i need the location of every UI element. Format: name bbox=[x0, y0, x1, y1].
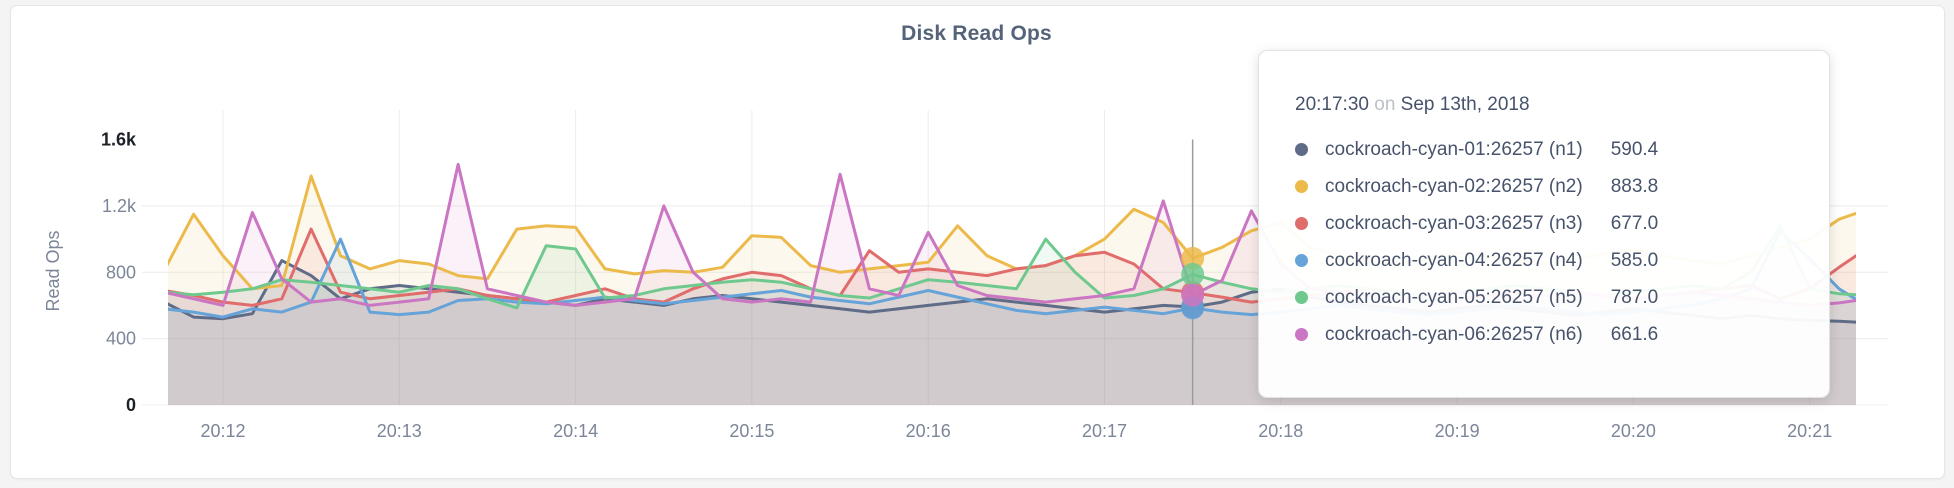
x-tick-label: 20:19 bbox=[1435, 421, 1480, 441]
x-tick-label: 20:21 bbox=[1787, 421, 1832, 441]
x-tick-label: 20:14 bbox=[553, 421, 598, 441]
x-tick-label: 20:13 bbox=[377, 421, 422, 441]
hover-dot-n6 bbox=[1181, 283, 1205, 307]
y-tick-label: 400 bbox=[106, 329, 136, 349]
x-tick-label: 20:20 bbox=[1611, 421, 1656, 441]
x-tick-label: 20:12 bbox=[200, 421, 245, 441]
axis-labels-layer: 0 400 800 1.2k 1.6k 20:12 20:13 20:14 20:15 20:16… bbox=[101, 130, 1832, 442]
y-tick-label: 0 bbox=[126, 395, 136, 415]
x-tick-label: 20:16 bbox=[906, 421, 951, 441]
series-layer bbox=[168, 162, 1856, 405]
chart-title: Disk Read Ops bbox=[901, 22, 1052, 45]
x-tick-label: 20:15 bbox=[729, 421, 774, 441]
hover-dot-n2 bbox=[1181, 246, 1205, 270]
y-tick-label: 1.2k bbox=[102, 196, 137, 216]
hover-layer bbox=[1181, 139, 1205, 405]
x-tick-label: 20:17 bbox=[1082, 421, 1127, 441]
x-tick-label: 20:18 bbox=[1258, 421, 1303, 441]
hover-dot-n5 bbox=[1181, 262, 1205, 286]
y-tick-label: 1.6k bbox=[101, 130, 137, 150]
y-tick-label: 800 bbox=[106, 262, 136, 282]
